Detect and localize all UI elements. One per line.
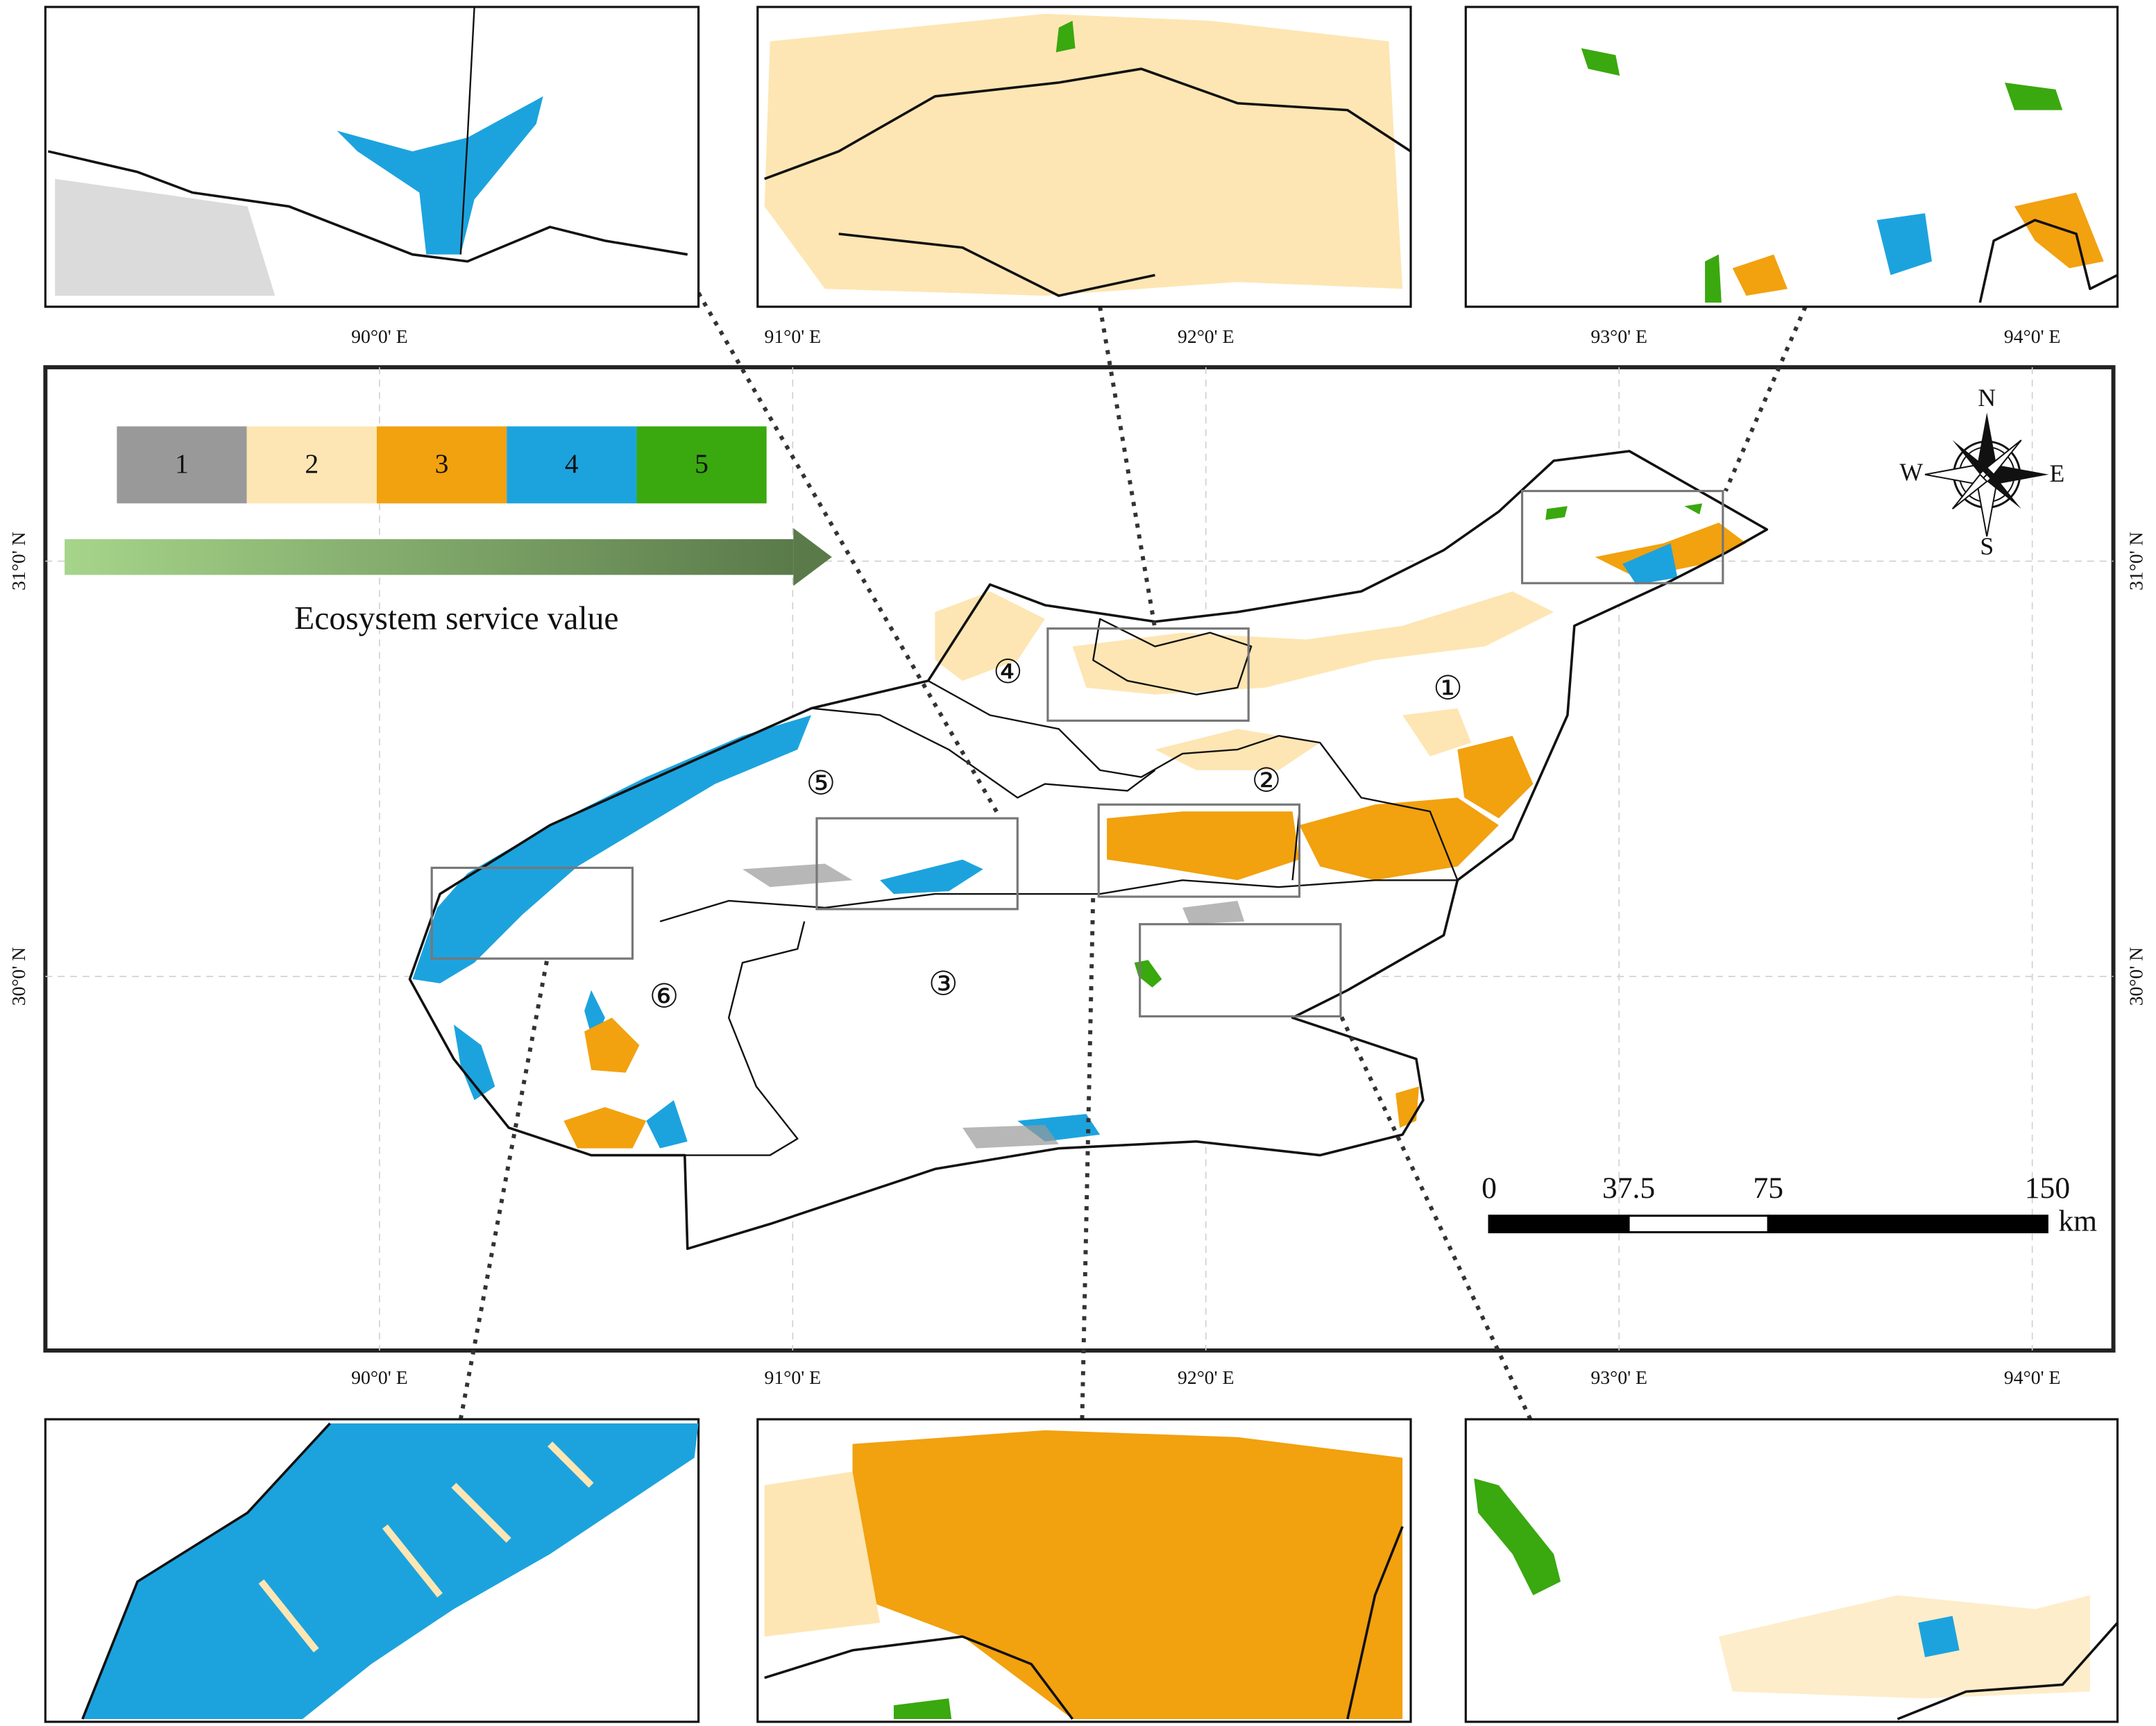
lon-label-top: 90°0' E bbox=[351, 326, 408, 348]
legend-swatch bbox=[376, 426, 507, 504]
inset-top-right bbox=[1464, 6, 2119, 308]
basin bbox=[408, 450, 1769, 1251]
inset-bottom-left bbox=[44, 1418, 700, 1723]
legend-title: Ecosystem service value bbox=[294, 601, 618, 637]
scale-label: 37.5 bbox=[1602, 1171, 1655, 1205]
lat-label-left: 30°0' N bbox=[8, 947, 30, 1006]
legend-arrow bbox=[65, 539, 794, 575]
lon-label-bottom: 91°0' E bbox=[765, 1367, 822, 1389]
region-label: ④ bbox=[993, 654, 1023, 691]
region-label: ⑥ bbox=[650, 979, 679, 1015]
region-label: ② bbox=[1252, 763, 1282, 799]
lon-label-top: 92°0' E bbox=[1178, 326, 1234, 348]
connectors bbox=[458, 291, 1808, 1421]
region-labels: ① ② ③ ④ ⑤ ⑥ bbox=[650, 654, 1463, 1015]
lat-label-left: 31°0' N bbox=[8, 532, 30, 591]
scale-label: 0 bbox=[1482, 1171, 1497, 1205]
legend-swatch bbox=[246, 426, 377, 504]
lon-label-top: 93°0' E bbox=[1590, 326, 1647, 348]
inset-bottom-right bbox=[1464, 1418, 2119, 1723]
compass-e: E bbox=[2049, 459, 2064, 487]
scale-label: 150 bbox=[2025, 1171, 2070, 1205]
scale-segment bbox=[1627, 1215, 1769, 1234]
compass-n: N bbox=[1978, 384, 1996, 412]
lon-label-bottom: 92°0' E bbox=[1178, 1367, 1234, 1389]
legend-swatch bbox=[636, 426, 767, 504]
legend-label: 2 bbox=[305, 448, 319, 479]
north-arrow: N S W E bbox=[1899, 384, 2064, 560]
inset-boxes bbox=[430, 489, 1724, 1018]
legend-label: 4 bbox=[565, 448, 579, 479]
region-label: ⑤ bbox=[806, 765, 836, 802]
lon-label-bottom: 94°0' E bbox=[2004, 1367, 2061, 1389]
lat-label-right: 30°0' N bbox=[2126, 947, 2148, 1006]
legend-label: 5 bbox=[695, 448, 708, 479]
legend-label: 1 bbox=[175, 448, 189, 479]
legend-swatch bbox=[507, 426, 637, 504]
legend-label: 3 bbox=[435, 448, 449, 479]
compass-w: W bbox=[1899, 458, 1923, 486]
scale-label: 75 bbox=[1753, 1171, 1783, 1205]
compass-s: S bbox=[1980, 532, 1994, 560]
inset-top-left bbox=[44, 6, 700, 308]
scale-unit: km bbox=[2058, 1205, 2097, 1238]
lat-label-right: 31°0' N bbox=[2126, 532, 2148, 591]
legend: Ecosystem service value 1 2 3 4 5 bbox=[65, 426, 832, 637]
inset-bottom-mid bbox=[756, 1418, 1412, 1723]
lon-label-bottom: 90°0' E bbox=[351, 1367, 408, 1389]
region-label: ① bbox=[1433, 671, 1463, 707]
region-label: ③ bbox=[928, 967, 958, 1003]
scale-segment bbox=[1488, 1215, 1630, 1234]
legend-swatch bbox=[117, 426, 247, 504]
scale-segment bbox=[1767, 1215, 2048, 1234]
legend-arrow-head bbox=[793, 528, 832, 586]
inset-top-mid bbox=[756, 6, 1412, 308]
lon-label-bottom: 93°0' E bbox=[1590, 1367, 1647, 1389]
lon-label-top: 94°0' E bbox=[2004, 326, 2061, 348]
lon-label-top: 91°0' E bbox=[765, 326, 822, 348]
